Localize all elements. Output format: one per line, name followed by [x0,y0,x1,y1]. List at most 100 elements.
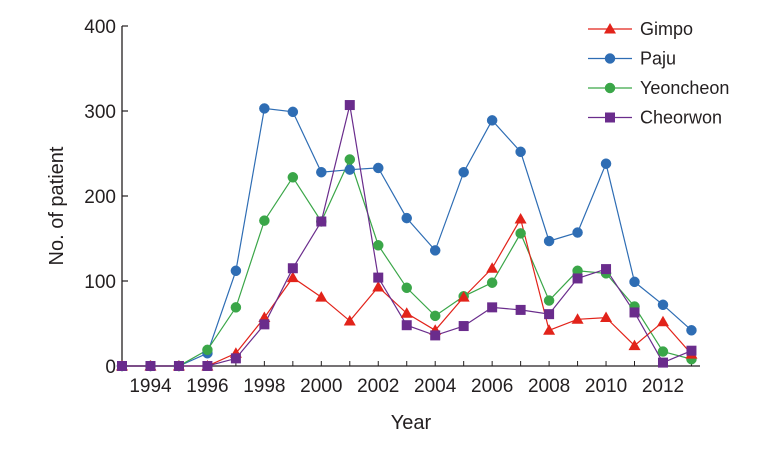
x-axis-title: Year [391,412,432,434]
data-point-gimpo [286,271,299,283]
x-tick-label: 2010 [585,376,627,397]
data-point-paju [287,106,299,118]
data-point-cheorwon [117,361,127,371]
data-point-gimpo [400,307,413,318]
data-point-cheorwon [629,307,640,318]
data-point-cheorwon [544,309,555,320]
data-point-cheorwon [458,321,469,332]
data-point-paju [316,166,327,178]
data-point-paju [600,158,612,169]
data-point-yeoncheon [515,228,526,239]
data-point-cheorwon [230,353,241,364]
legend-label: Cheorwon [640,108,722,128]
data-point-paju [373,162,384,174]
data-point-yeoncheon [429,310,441,322]
data-point-paju [458,166,469,178]
data-point-cheorwon [287,263,298,274]
data-point-cheorwon [487,302,498,313]
data-point-yeoncheon [401,282,412,294]
data-point-yeoncheon [657,346,669,357]
series-markers-cheorwon [117,100,697,371]
data-point-paju [657,299,669,311]
data-point-paju [401,212,412,224]
legend-label: Gimpo [640,19,693,39]
legend-label: Yeoncheon [640,78,729,98]
x-tick-label: 1994 [129,376,172,397]
data-point-yeoncheon [259,215,270,226]
data-point-gimpo [486,262,499,273]
data-point-cheorwon [202,361,213,371]
data-point-paju [344,164,356,175]
data-point-yeoncheon [287,172,299,183]
data-point-cheorwon [316,216,327,227]
x-tick-label: 2008 [528,376,570,397]
data-point-cheorwon [401,320,412,331]
data-point-gimpo [628,339,641,351]
y-tick-label: 400 [84,17,116,38]
data-point-cheorwon [657,357,668,368]
data-point-paju [230,265,242,277]
data-point-cheorwon [430,330,441,341]
data-point-paju [629,276,640,288]
data-point-gimpo [514,212,527,224]
data-point-paju [543,235,555,247]
data-point-paju [486,115,498,126]
data-point-cheorwon [601,264,612,275]
y-tick-label: 300 [84,102,116,123]
data-point-gimpo [600,311,613,323]
data-point-cheorwon [173,361,184,371]
data-point-gimpo [343,314,356,326]
legend-marker [604,23,616,34]
data-point-yeoncheon [543,295,555,306]
data-point-yeoncheon [230,302,242,313]
data-point-yeoncheon [486,277,498,288]
legend-item-paju: Paju [588,49,676,69]
legend-item-gimpo: Gimpo [588,19,693,39]
legend: Gimpo Paju Yeoncheon Cheorwon [588,19,729,128]
series-markers [116,100,698,372]
data-point-gimpo [543,324,556,335]
data-point-paju [686,325,697,336]
data-point-gimpo [656,315,669,327]
data-point-cheorwon [259,319,270,330]
data-point-paju [259,103,270,114]
x-tick-label: 2004 [414,376,457,397]
x-tick-label: 1996 [186,376,228,397]
x-tick-label: 2000 [300,376,342,397]
data-point-gimpo [372,280,385,292]
data-point-cheorwon [344,100,355,111]
data-point-gimpo [315,291,328,302]
data-point-cheorwon [145,361,156,371]
x-tick-label: 1998 [243,376,285,397]
y-tick-label: 0 [105,357,116,378]
legend-item-cheorwon: Cheorwon [588,108,722,128]
y-tick-label: 100 [84,272,116,293]
x-tick-label: 2006 [471,376,513,397]
legend-marker [604,53,616,64]
data-point-cheorwon [572,273,583,284]
data-point-yeoncheon [373,240,384,251]
ticks: 0 100 200 300 400 1994 1996 1998 2000 2002 2004 200… [84,17,692,397]
data-point-cheorwon [515,304,526,315]
data-point-yeoncheon [202,344,213,356]
y-tick-label: 200 [84,187,116,208]
series-markers-yeoncheon [116,154,697,372]
series-line-yeoncheon [122,157,692,367]
data-point-gimpo [571,313,584,324]
legend-item-yeoncheon: Yeoncheon [588,78,729,98]
data-point-paju [572,227,583,238]
y-axis-title: No. of patient [46,146,68,265]
legend-marker [605,112,615,123]
data-point-paju [515,146,526,158]
data-point-paju [429,245,441,256]
series-markers-paju [116,103,697,372]
data-point-cheorwon [373,272,384,283]
legend-label: Paju [640,49,676,69]
x-tick-label: 2002 [357,376,399,397]
data-point-cheorwon [686,345,697,356]
legend-marker [604,82,616,94]
x-tick-label: 2012 [642,376,684,397]
data-point-gimpo [457,291,470,302]
data-point-yeoncheon [344,154,356,165]
